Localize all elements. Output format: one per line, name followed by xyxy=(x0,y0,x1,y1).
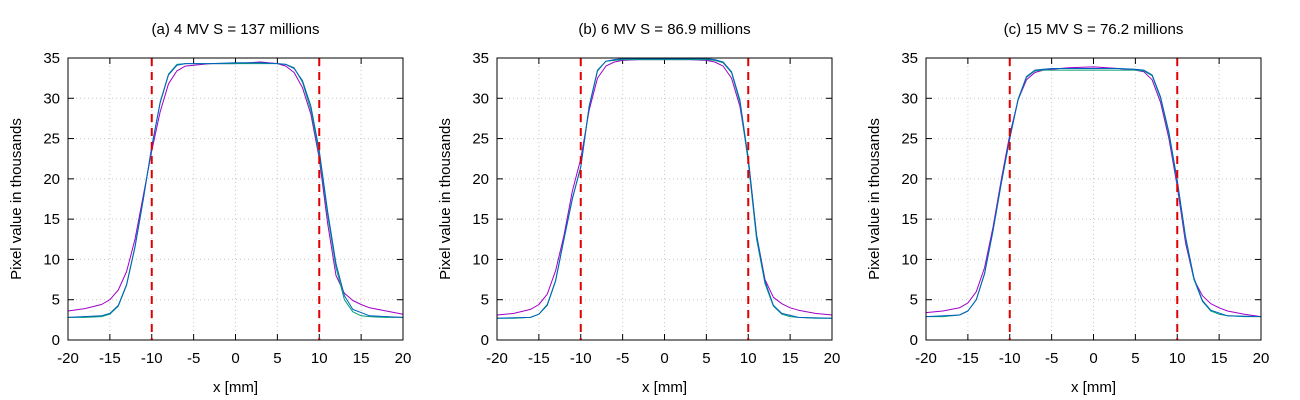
plot-frame xyxy=(67,57,404,341)
y-tick-label: 20 xyxy=(472,171,489,188)
y-tick-label: 0 xyxy=(52,332,60,349)
plot-frame xyxy=(925,57,1262,341)
x-tick-label: 15 xyxy=(782,350,799,367)
chart-title: (b) 6 MV S = 86.9 millions xyxy=(578,21,750,38)
x-tick-label: 0 xyxy=(231,350,239,367)
chart-panel-3: -20 -15 -10 -5 0 5 10 15 20 0 5 10 15 20 25 30 35 (c) 15 … xyxy=(866,21,1269,396)
chart-panel-2: -20 -15 -10 -5 0 5 10 15 20 0 5 10 15 20 25 30 35 (b) 6 M… xyxy=(437,21,840,396)
series-line-3 xyxy=(925,68,1262,318)
y-tick-label: 5 xyxy=(52,292,60,309)
y-tick-label: 30 xyxy=(901,90,918,107)
y-tick-label: 25 xyxy=(901,131,918,148)
x-tick-label: 0 xyxy=(1089,350,1097,367)
y-tick-label: 0 xyxy=(481,332,489,349)
y-tick-label: 10 xyxy=(472,251,489,268)
x-tick-label: 5 xyxy=(702,350,710,367)
y-tick-label: 5 xyxy=(910,292,918,309)
y-tick-label: 20 xyxy=(901,171,918,188)
x-tick-label: 5 xyxy=(1131,350,1139,367)
y-tick-label: 10 xyxy=(43,251,60,268)
chart-panel-1: -20 -15 -10 -5 0 5 10 15 20 0 5 10 15 20 25 30 35 (a) 4 M… xyxy=(8,21,411,396)
x-tick-label: 20 xyxy=(1253,350,1270,367)
y-axis-label: Pixel value in thousands xyxy=(8,118,25,280)
x-tick-label: -15 xyxy=(528,350,550,367)
y-tick-label: 20 xyxy=(43,171,60,188)
series-line-2 xyxy=(926,69,1261,318)
y-tick-label: 35 xyxy=(901,50,918,67)
x-axis-label: x [mm] xyxy=(213,379,258,396)
chart-title: (a) 4 MV S = 137 millions xyxy=(152,21,320,38)
series-line-1 xyxy=(67,61,404,315)
y-tick-label: 5 xyxy=(481,292,489,309)
y-tick-label: 15 xyxy=(43,211,60,228)
y-tick-label: 0 xyxy=(910,332,918,349)
y-tick-label: 15 xyxy=(472,211,489,228)
y-axis-label: Pixel value in thousands xyxy=(437,118,454,280)
x-tick-label: 10 xyxy=(311,350,328,367)
series-line-3 xyxy=(67,62,404,318)
chart-title: (c) 15 MV S = 76.2 millions xyxy=(1004,21,1184,38)
x-tick-label: -5 xyxy=(616,350,629,367)
plot-frame xyxy=(496,57,833,341)
x-tick-label: 0 xyxy=(660,350,668,367)
x-tick-label: 15 xyxy=(353,350,370,367)
x-tick-label: -10 xyxy=(141,350,163,367)
x-tick-label: -10 xyxy=(570,350,592,367)
x-tick-label: 20 xyxy=(395,350,412,367)
series-line-1 xyxy=(925,66,1262,318)
y-tick-label: 30 xyxy=(472,90,489,107)
x-tick-label: -15 xyxy=(99,350,121,367)
x-tick-label: -20 xyxy=(486,350,508,367)
x-tick-label: -5 xyxy=(187,350,200,367)
x-axis-label: x [mm] xyxy=(642,379,687,396)
x-tick-label: -20 xyxy=(57,350,79,367)
x-tick-label: 5 xyxy=(273,350,281,367)
y-tick-label: 15 xyxy=(901,211,918,228)
y-axis-label: Pixel value in thousands xyxy=(866,118,883,280)
x-tick-label: -15 xyxy=(957,350,979,367)
x-tick-label: 15 xyxy=(1211,350,1228,367)
x-tick-label: 10 xyxy=(740,350,757,367)
x-tick-label: 20 xyxy=(824,350,841,367)
series-line-3 xyxy=(496,58,833,319)
x-tick-label: 10 xyxy=(1169,350,1186,367)
x-tick-label: -10 xyxy=(999,350,1021,367)
y-tick-label: 10 xyxy=(901,251,918,268)
y-tick-label: 30 xyxy=(43,90,60,107)
y-tick-label: 25 xyxy=(43,131,60,148)
x-tick-label: -5 xyxy=(1045,350,1058,367)
x-tick-label: -20 xyxy=(915,350,937,367)
x-axis-label: x [mm] xyxy=(1071,379,1116,396)
y-tick-label: 35 xyxy=(43,50,60,67)
y-tick-label: 25 xyxy=(472,131,489,148)
y-tick-label: 35 xyxy=(472,50,489,67)
